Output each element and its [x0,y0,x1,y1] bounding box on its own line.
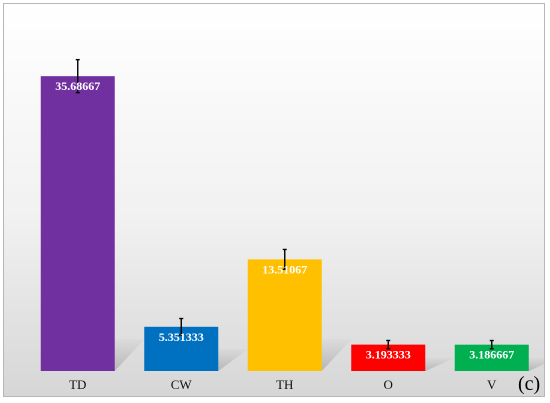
category-label-th: TH [276,377,293,392]
error-bar-o [386,339,391,350]
error-bar-v [489,339,494,350]
error-bar-td [75,58,80,94]
panel-label: (c) [518,373,540,395]
bars [40,76,529,372]
chart-frame: 35.68667 5.351333 13.51067 3.193333 3.186667… [3,3,545,397]
value-label-v: 3.186667 [469,348,514,362]
category-label-v: V [487,377,497,392]
value-label-th: 13.51067 [262,262,307,276]
value-label-o: 3.193333 [366,348,411,362]
category-label-td: TD [69,377,86,392]
bar-chart: 35.68667 5.351333 13.51067 3.193333 3.186667… [4,4,544,396]
value-labels: 35.68667 5.351333 13.51067 3.193333 3.186667 [55,79,514,362]
category-labels: TD CW TH O V [69,377,497,392]
category-label-o: O [384,377,393,392]
value-label-td: 35.68667 [55,79,100,93]
error-bars [75,58,494,350]
category-label-cw: CW [171,377,193,392]
error-bar-th [282,248,287,270]
value-label-cw: 5.351333 [159,330,204,344]
bar-th [247,259,322,371]
error-bar-cw [179,317,184,336]
bar-td [40,76,115,372]
